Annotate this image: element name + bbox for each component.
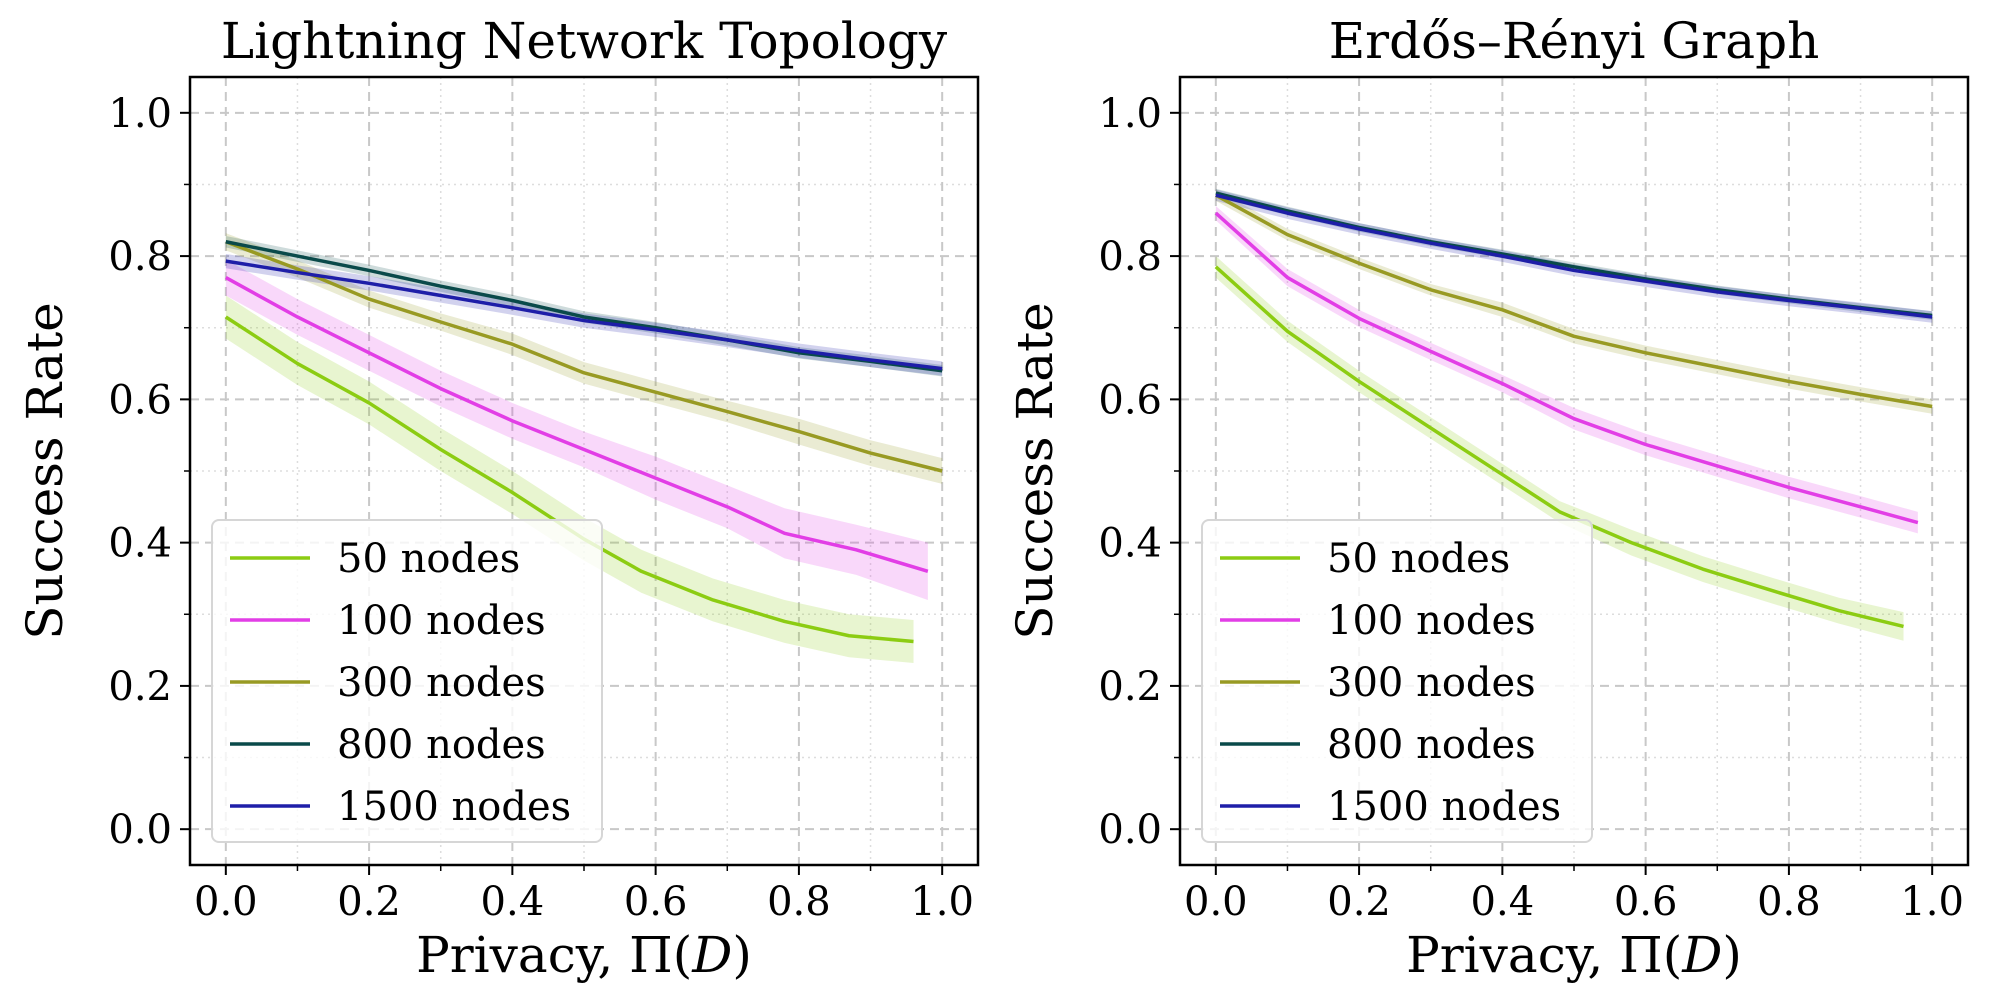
x-tick-label: 0.6 <box>1614 879 1678 925</box>
legend-box <box>211 519 603 843</box>
series-line-4 <box>1215 193 1933 319</box>
legend-label: 800 nodes <box>1327 722 1536 768</box>
series-line-1 <box>1214 211 1919 525</box>
legend-label: 800 nodes <box>337 722 546 768</box>
series-line-2 <box>1214 193 1933 409</box>
x-tick-label: 0.8 <box>1757 879 1821 925</box>
confidence-band-series-2 <box>1215 189 1933 414</box>
series-line-2 <box>225 240 943 473</box>
legend-label: 1500 nodes <box>1327 784 1561 830</box>
legend-label: 300 nodes <box>337 660 546 706</box>
y-tick-label: 0.0 <box>108 807 172 853</box>
x-tick-label: 1.0 <box>910 879 974 925</box>
y-tick-label: 0.4 <box>108 521 172 567</box>
confidence-band-series-0 <box>225 295 914 663</box>
y-tick-label: 0.8 <box>108 234 172 280</box>
legend-label: 1500 nodes <box>337 784 571 830</box>
x-axis-label: Privacy, Π(D) <box>1406 926 1742 984</box>
x-tick-label: 0.0 <box>194 879 258 925</box>
y-tick-label: 0.0 <box>1098 807 1162 853</box>
x-tick-label: 0.8 <box>767 879 831 925</box>
legend: 50 nodes 100 nodes 300 nodes 800 nodes 1500 … <box>1201 519 1593 843</box>
confidence-band-series-3 <box>225 236 943 377</box>
y-tick-label: 0.6 <box>108 377 172 423</box>
y-tick-label: 1.0 <box>1098 91 1162 137</box>
legend-label: 100 nodes <box>1327 598 1536 644</box>
series-line-4 <box>225 259 943 371</box>
confidence-band-series-1 <box>1215 205 1918 534</box>
legend: 50 nodes 100 nodes 300 nodes 800 nodes 1500 … <box>211 519 603 843</box>
confidence-band-series-1 <box>225 259 928 600</box>
chart-title: Lightning Network Topology <box>221 12 948 70</box>
x-tick-label: 1.0 <box>1900 879 1964 925</box>
y-tick-label: 0.8 <box>1098 234 1162 280</box>
y-tick-label: 1.0 <box>108 91 172 137</box>
x-tick-label: 0.4 <box>1471 879 1535 925</box>
x-tick-label: 0.2 <box>337 879 401 925</box>
y-tick-label: 0.2 <box>1098 664 1162 710</box>
right-panel: 0.0 0.2 0.4 0.6 0.8 1.0 0.0 0.2 0.4 0.6 0.8 1.0 Erdő… <box>1006 12 1970 984</box>
left-panel: 0.0 0.2 0.4 0.6 0.8 1.0 0.0 0.2 0.4 0.6 0.8 1.0 Ligh… <box>16 12 980 984</box>
series-line-3 <box>225 240 943 373</box>
x-tick-label: 0.2 <box>1327 879 1391 925</box>
x-axis-label: Privacy, Π(D) <box>416 926 752 984</box>
legend-box <box>1201 519 1593 843</box>
y-tick-label: 0.6 <box>1098 377 1162 423</box>
y-axis-label: Success Rate <box>1006 302 1064 640</box>
x-tick-label: 0.0 <box>1184 879 1248 925</box>
legend-label: 50 nodes <box>337 536 520 582</box>
legend-label: 300 nodes <box>1327 660 1536 706</box>
y-tick-label: 0.4 <box>1098 521 1162 567</box>
legend-label: 50 nodes <box>1327 536 1510 582</box>
chart-title: Erdős–Rényi Graph <box>1329 12 1820 70</box>
y-tick-label: 0.2 <box>108 664 172 710</box>
series-line-1 <box>224 276 929 573</box>
y-axis-label: Success Rate <box>16 302 74 640</box>
legend-label: 100 nodes <box>337 598 546 644</box>
confidence-band-series-0 <box>1215 256 1904 641</box>
series-line-0 <box>1214 265 1904 629</box>
x-tick-label: 0.6 <box>624 879 688 925</box>
x-tick-label: 0.4 <box>481 879 545 925</box>
